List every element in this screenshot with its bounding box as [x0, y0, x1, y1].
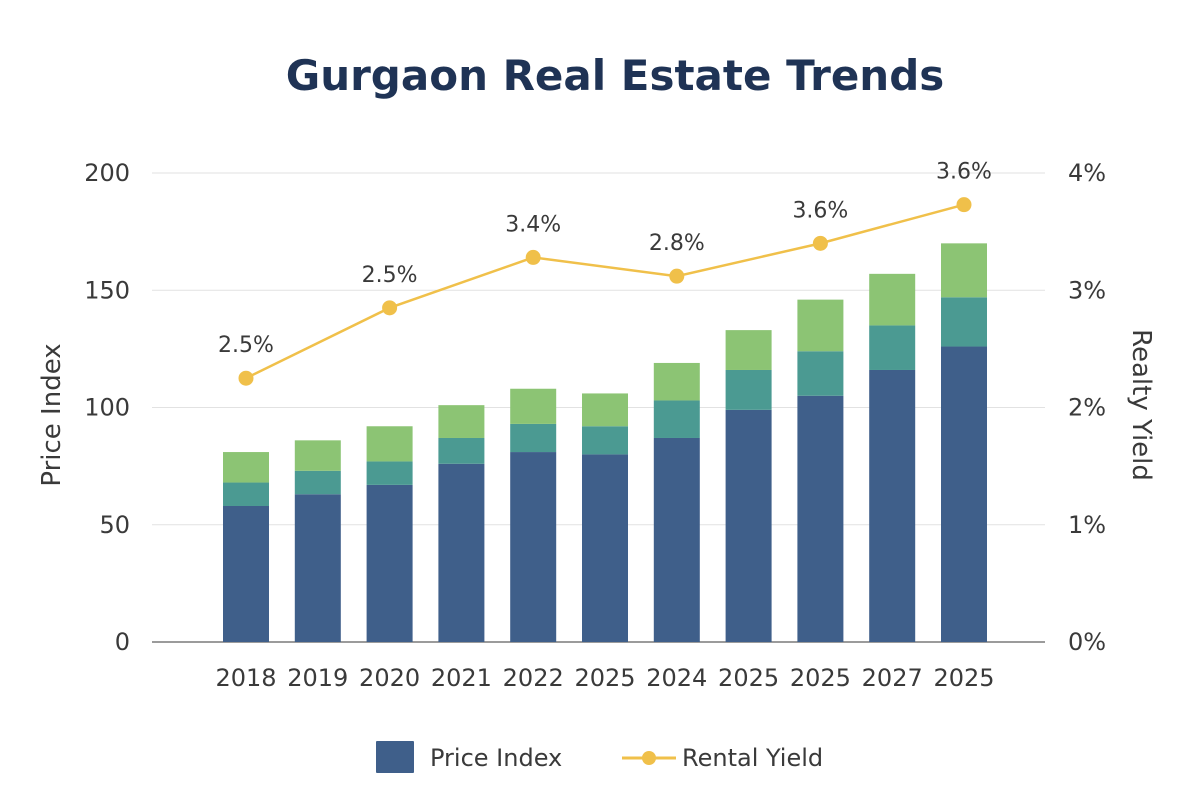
y-tick-label: 150 [84, 276, 130, 304]
bar-segment-top [653, 362, 700, 401]
bar-segment-top [941, 243, 987, 298]
y2-tick-label: 1% [1068, 511, 1106, 539]
bar-segment-top [223, 452, 269, 483]
rental-yield-data-label: 2.8% [649, 231, 705, 256]
y-tick-label: 0 [115, 628, 130, 656]
y2-tick-label: 4% [1068, 159, 1106, 187]
rental-yield-point [669, 268, 685, 284]
bar-segment-base [797, 395, 844, 642]
rental-yield-point [525, 249, 541, 265]
chart-title: Gurgaon Real Estate Trends [286, 51, 945, 100]
x-tick-label: 2027 [862, 664, 923, 692]
bar-segment-middle [582, 426, 628, 455]
x-tick-label: 2025 [790, 664, 851, 692]
bar-segment-top [582, 393, 628, 427]
legend: Price Index Rental Yield [376, 741, 823, 773]
x-tick-label: 2025 [933, 664, 994, 692]
rental-yield-data-label: 3.4% [505, 212, 561, 237]
bar-segment-base [438, 463, 485, 642]
bar-segment-base [725, 409, 772, 642]
bar-segment-middle [510, 423, 557, 453]
bar-segment-base [582, 454, 628, 642]
rental-yield-data-label: 3.6% [792, 198, 848, 223]
legend-rental-yield-label: Rental Yield [682, 744, 823, 772]
bar-segment-middle [366, 461, 413, 485]
y-tick-label: 200 [84, 159, 130, 187]
y-axis-title: Price Index [37, 343, 67, 486]
x-tick-label: 2025 [574, 664, 635, 692]
rental-yield-line [245, 203, 965, 380]
bar-segment-middle [797, 351, 844, 396]
bar-segment-middle [294, 470, 341, 495]
rental-yield-data-label: 2.5% [362, 263, 418, 288]
bar-segment-middle [941, 297, 987, 347]
rental-yield-line-layer: 2.5% 2.5% 3.4% 2.8% 3.6% 3.6% [218, 160, 992, 386]
y-tick-label: 50 [99, 511, 130, 539]
rental-yield-point [812, 235, 828, 251]
y2-tick-label: 3% [1068, 276, 1106, 304]
bar-segment-top [725, 330, 772, 370]
bar-segment-top [366, 426, 413, 462]
y-tick-label: 100 [84, 394, 130, 422]
bar-segment-middle [869, 325, 916, 370]
x-tick-label: 2019 [287, 664, 348, 692]
rental-yield-point [382, 300, 398, 316]
y2-axis-title: Realty Yield [1126, 329, 1156, 481]
bar-segment-base [510, 452, 557, 642]
rental-yield-point [238, 370, 254, 386]
bar-segment-top [510, 388, 557, 424]
bar-segment-middle [653, 400, 700, 438]
bar-segment-middle [725, 369, 772, 410]
x-tick-label: 2020 [359, 664, 420, 692]
x-tick-label: 2021 [431, 664, 492, 692]
rental-yield-data-label: 3.6% [936, 160, 992, 185]
bar-segment-base [941, 346, 987, 642]
legend-price-index-label: Price Index [430, 744, 562, 772]
bar-segment-top [294, 440, 341, 471]
bar-segment-middle [223, 482, 269, 506]
bar-segment-base [294, 494, 341, 642]
bar-segment-base [869, 369, 916, 642]
x-tick-label: 2018 [215, 664, 276, 692]
bar-segment-middle [438, 437, 485, 464]
bar-segment-base [223, 505, 269, 642]
rental-yield-point [956, 197, 972, 213]
y2-tick-label: 2% [1068, 394, 1106, 422]
bar-segment-top [438, 405, 485, 438]
legend-rental-yield-marker [642, 751, 656, 765]
rental-yield-data-label: 2.5% [218, 333, 274, 358]
y2-tick-label: 0% [1068, 628, 1106, 656]
x-tick-label: 2024 [646, 664, 707, 692]
bar-segment-top [797, 299, 844, 352]
legend-price-index-swatch [376, 741, 414, 773]
bar-segment-base [366, 484, 413, 642]
bar-segment-base [653, 437, 700, 642]
bar-segment-top [869, 273, 916, 326]
x-tick-label: 2022 [503, 664, 564, 692]
bars [223, 243, 987, 642]
x-tick-label: 2025 [718, 664, 779, 692]
axis-ticks: 0 50 100 150 200 0% 1% 2% 3% 4% 2018 2019 2020 2021 20… [84, 159, 1106, 692]
